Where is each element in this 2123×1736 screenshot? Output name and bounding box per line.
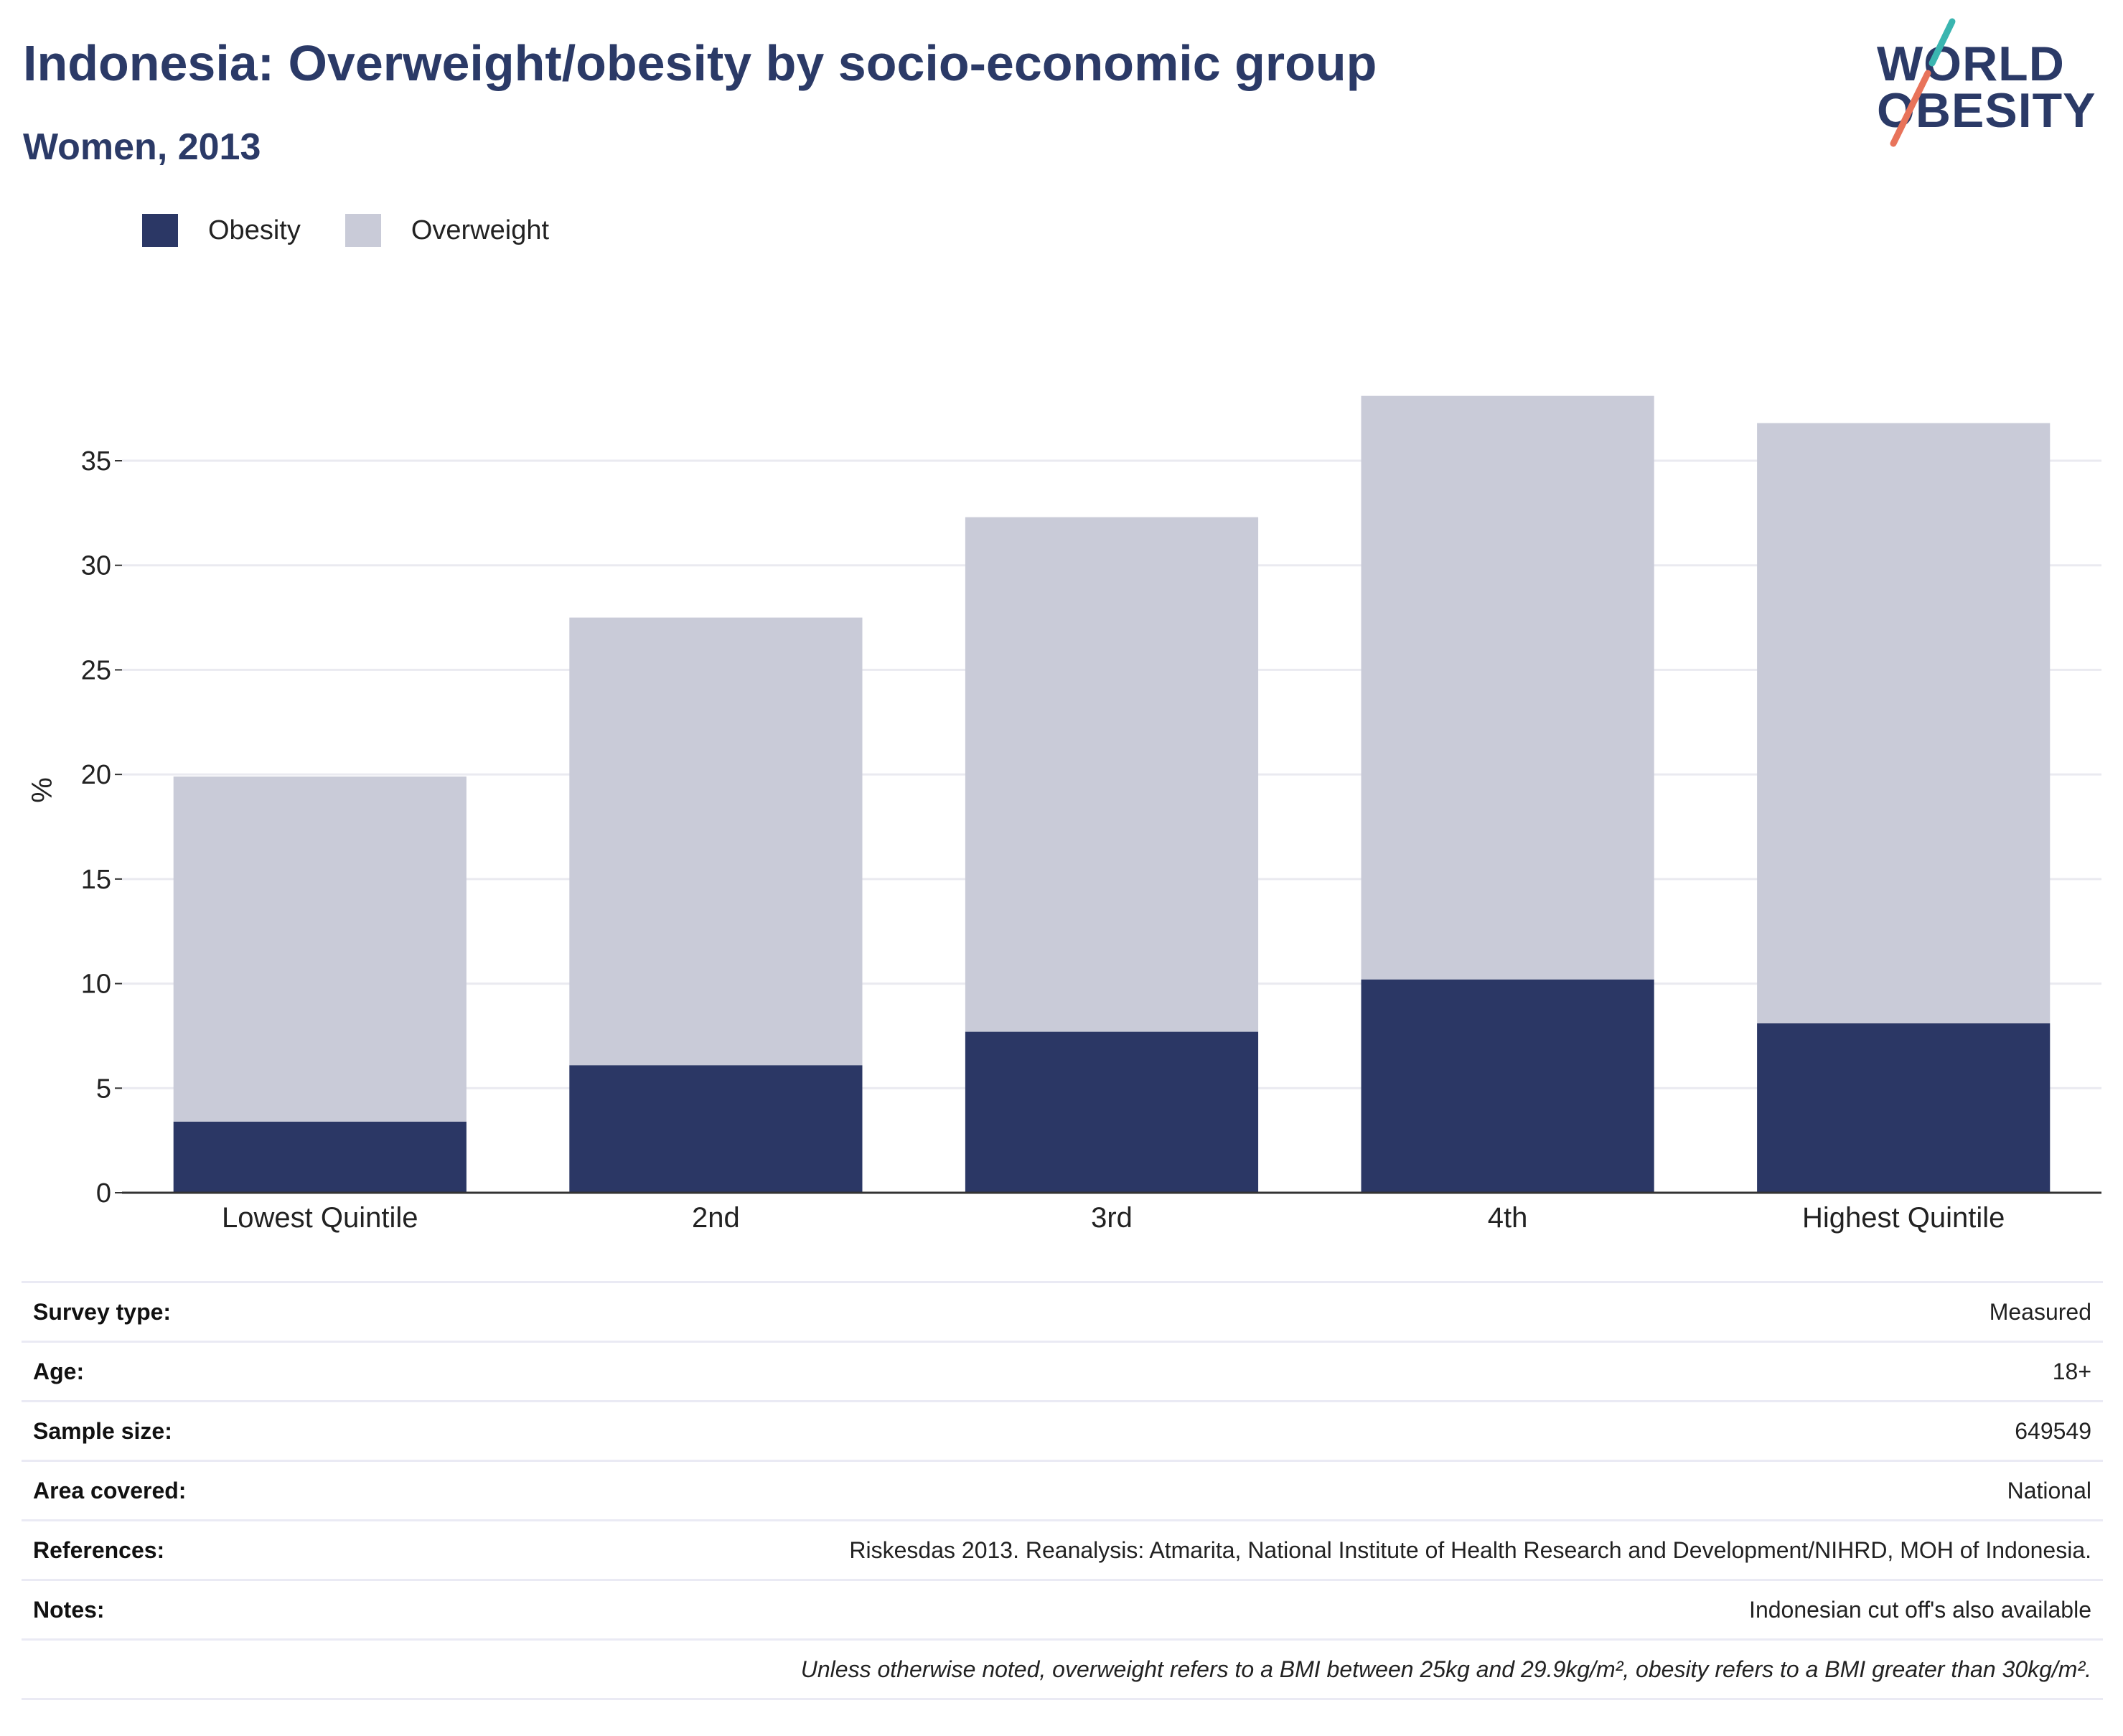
- x-tick-label: 2nd: [692, 1202, 740, 1234]
- bar-obesity: [1757, 1023, 2051, 1193]
- y-tick-label: 10: [81, 970, 111, 1000]
- legend-item-overweight[interactable]: Overweight: [345, 214, 549, 247]
- logo-line-2: OBESITY: [1877, 83, 2096, 138]
- metadata-value: Measured: [1989, 1298, 2091, 1325]
- y-tick-label: 20: [81, 760, 111, 790]
- metadata-value: Riskesdas 2013. Reanalysis: Atmarita, Na…: [849, 1536, 2091, 1563]
- metadata-value: National: [2007, 1477, 2091, 1503]
- metadata-row: Survey type: Measured: [22, 1283, 2103, 1343]
- y-tick-label: 35: [81, 446, 111, 477]
- legend-swatch-obesity: [142, 214, 178, 247]
- metadata-value: Indonesian cut off's also available: [1749, 1596, 2091, 1623]
- metadata-row: Age: 18+: [22, 1343, 2103, 1402]
- legend-item-obesity[interactable]: Obesity: [142, 214, 301, 247]
- bmi-definition-footnote: Unless otherwise noted, overweight refer…: [22, 1641, 2103, 1700]
- logo-slash-icon: [1890, 18, 1956, 147]
- metadata-key: Survey type:: [33, 1298, 172, 1325]
- x-tick-label: 4th: [1488, 1202, 1528, 1234]
- chart-title: Indonesia: Overweight/obesity by socio-e…: [23, 35, 1377, 91]
- y-tick-label: 15: [81, 865, 111, 895]
- chart-subtitle: Women, 2013: [23, 126, 261, 168]
- metadata-key: Area covered:: [33, 1477, 187, 1503]
- logo-line-1: WORLD: [1877, 37, 2065, 91]
- metadata-key: Sample size:: [33, 1417, 172, 1444]
- metadata-row: Notes: Indonesian cut off's also availabl…: [22, 1581, 2103, 1641]
- bar-overweight: [173, 776, 467, 1122]
- metadata-key: References:: [33, 1536, 165, 1563]
- legend-label-overweight: Overweight: [411, 215, 550, 245]
- metadata-row: Area covered: National: [22, 1462, 2103, 1521]
- bar-overweight: [965, 517, 1259, 1032]
- metadata-row: References: Riskesdas 2013. Reanalysis: A…: [22, 1521, 2103, 1581]
- x-tick-label: 3rd: [1091, 1202, 1133, 1234]
- y-tick-label: 5: [96, 1074, 111, 1104]
- bar-obesity: [1361, 979, 1654, 1193]
- metadata-key: Age:: [33, 1358, 85, 1384]
- bar-overweight: [569, 617, 863, 1066]
- metadata-value: 18+: [2052, 1358, 2091, 1384]
- y-axis-label: %: [27, 777, 58, 803]
- x-tick-label: Highest Quintile: [1802, 1202, 2005, 1234]
- metadata-key: Notes:: [33, 1596, 105, 1623]
- bar-obesity: [569, 1065, 863, 1193]
- bar-obesity: [965, 1031, 1259, 1193]
- y-tick-label: 25: [81, 655, 111, 685]
- bar-obesity: [173, 1121, 467, 1193]
- metadata-value: 649549: [2015, 1417, 2091, 1444]
- bar-overweight: [1361, 395, 1654, 980]
- legend-swatch-overweight: [345, 214, 381, 247]
- y-tick-label: 0: [96, 1178, 111, 1209]
- y-tick-label: 30: [81, 551, 111, 581]
- x-tick-label: Lowest Quintile: [222, 1202, 418, 1234]
- survey-metadata-table: Survey type: Measured Age: 18+ Sample size: 6…: [22, 1281, 2103, 1700]
- metadata-row: Sample size: 649549: [22, 1402, 2103, 1462]
- bar-overweight: [1757, 423, 2051, 1023]
- chart-legend: Obesity Overweight: [142, 214, 594, 247]
- stacked-bar-chart: 0 5 10 15 20 25 30 35% Lowest Quintile 2nd 3rd 4th H…: [27, 395, 2101, 1234]
- legend-label-obesity: Obesity: [208, 215, 301, 245]
